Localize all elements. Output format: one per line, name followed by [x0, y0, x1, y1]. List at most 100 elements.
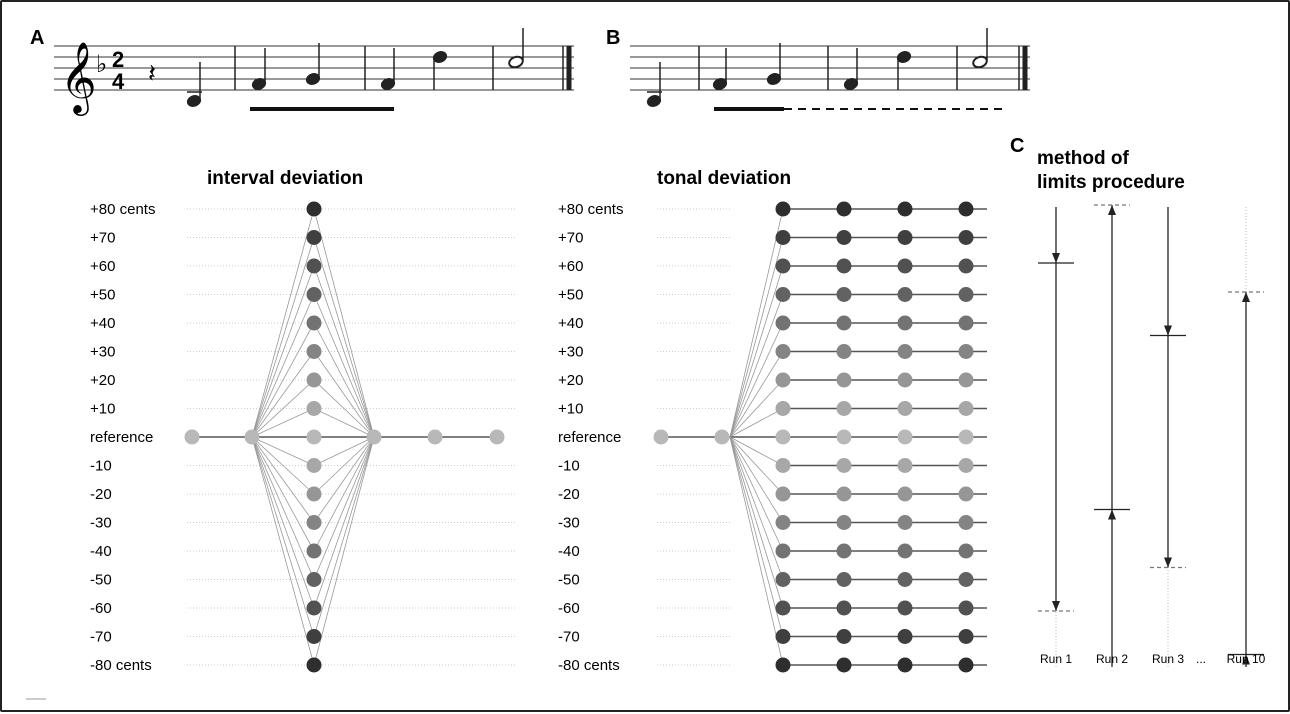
deviation-dot	[306, 372, 322, 388]
branch-line	[729, 436, 784, 637]
deviation-dot	[897, 458, 913, 473]
branch-line	[729, 265, 784, 438]
tonal-level-labels: +80 cents +70 +60 +50 +40 +30 +20 +10 reference -…	[558, 201, 623, 674]
branch-line	[313, 436, 375, 580]
branch-line	[251, 265, 315, 438]
deviation-dot	[836, 543, 852, 559]
interval-level-label: -20	[90, 486, 112, 503]
deviation-dot	[836, 600, 852, 616]
deviation-dot	[897, 372, 913, 388]
deviation-dot	[897, 629, 913, 644]
deviation-dot	[836, 458, 852, 473]
branch-line	[729, 436, 784, 580]
branch-line	[313, 237, 375, 438]
branch-line	[251, 408, 315, 438]
deviation-dot	[897, 201, 913, 217]
tonal-level-label: +50	[558, 287, 583, 304]
branch-line	[729, 436, 784, 495]
branch-line	[313, 408, 375, 438]
tonal-level-label: +10	[558, 401, 583, 418]
tonal-level-label: -20	[558, 486, 580, 503]
deviation-dot	[775, 372, 791, 388]
deviation-dot	[775, 629, 791, 644]
deviation-dot	[306, 515, 322, 530]
branch-line	[729, 351, 784, 438]
deviation-dot	[958, 629, 974, 644]
interval-level-label: -10	[90, 458, 112, 475]
deviation-dot	[897, 287, 913, 302]
deviation-dot	[897, 258, 913, 274]
branch-line	[729, 294, 784, 438]
branch-line	[729, 436, 784, 466]
deviation-dot	[306, 629, 322, 644]
branch-line	[251, 294, 315, 438]
deviation-dot	[306, 486, 322, 502]
run-label: Run 2	[1096, 652, 1128, 666]
run-label: Run 3	[1152, 652, 1184, 666]
branch-line	[729, 408, 784, 438]
panel-a-letter: A	[30, 27, 44, 49]
deviation-dot	[897, 315, 913, 331]
deviation-dot	[958, 486, 974, 502]
run-arrowhead	[1242, 292, 1250, 302]
deviation-dot	[306, 401, 322, 416]
deviation-dot	[775, 543, 791, 559]
deviation-dot	[958, 287, 974, 302]
interval-level-label: +50	[90, 287, 115, 304]
deviation-dot	[306, 458, 322, 473]
branch-line	[313, 208, 375, 438]
deviation-dot	[775, 201, 791, 217]
branch-line	[729, 436, 784, 523]
branch-line	[313, 294, 375, 438]
interval-level-label: +20	[90, 372, 115, 389]
branch-line	[313, 436, 375, 466]
method-of-limits-runs: Run 1 Run 2 Run 3 Run 10	[1038, 204, 1266, 667]
deviation-dot	[897, 344, 913, 359]
deviation-dot	[836, 629, 852, 644]
run-label: Run 10	[1227, 652, 1266, 666]
branch-line	[251, 436, 315, 495]
deviation-dot	[775, 401, 791, 416]
branch-line	[729, 436, 784, 552]
run-arrowhead	[1108, 509, 1116, 520]
deviation-dot	[775, 458, 791, 473]
deviation-dot	[958, 657, 974, 673]
panel-c-title-line2: limits procedure	[1037, 172, 1185, 193]
deviation-dot	[897, 543, 913, 559]
panel-a: A 𝄞 ♭ 2 4 𝄽	[30, 27, 574, 116]
tonal-level-label: -60	[558, 600, 580, 617]
panel-b-letter: B	[606, 27, 620, 49]
deviation-dot	[306, 344, 322, 359]
tonal-level-label: +60	[558, 258, 583, 275]
tonal-deviation-title: tonal deviation	[657, 168, 791, 189]
branch-line	[313, 436, 375, 609]
deviation-dot	[306, 258, 322, 274]
branch-line	[251, 436, 315, 609]
branch-line	[729, 379, 784, 438]
branch-line	[313, 265, 375, 438]
deviation-dot	[836, 401, 852, 416]
branch-line	[313, 351, 375, 438]
deviation-dot	[836, 258, 852, 274]
panel-c-title-line1: method of	[1037, 148, 1129, 169]
deviation-dot	[897, 401, 913, 416]
deviation-dot	[306, 600, 322, 616]
tonal-level-label: -50	[558, 572, 580, 589]
interval-level-label: -40	[90, 543, 112, 560]
branch-line	[313, 379, 375, 438]
reference-dot	[244, 429, 260, 445]
branch-line	[313, 436, 375, 552]
branch-line	[729, 322, 784, 438]
deviation-dot	[958, 572, 974, 587]
deviation-dot	[775, 657, 791, 673]
branch-line	[729, 208, 784, 438]
deviation-dot	[775, 287, 791, 302]
tonal-level-label: +40	[558, 315, 583, 332]
branch-line	[251, 436, 315, 523]
deviation-dot	[958, 515, 974, 530]
interval-level-label: -30	[90, 515, 112, 532]
branch-line	[251, 436, 315, 580]
reference-dot	[184, 429, 200, 445]
deviation-dot	[958, 258, 974, 274]
deviation-dot	[897, 657, 913, 673]
